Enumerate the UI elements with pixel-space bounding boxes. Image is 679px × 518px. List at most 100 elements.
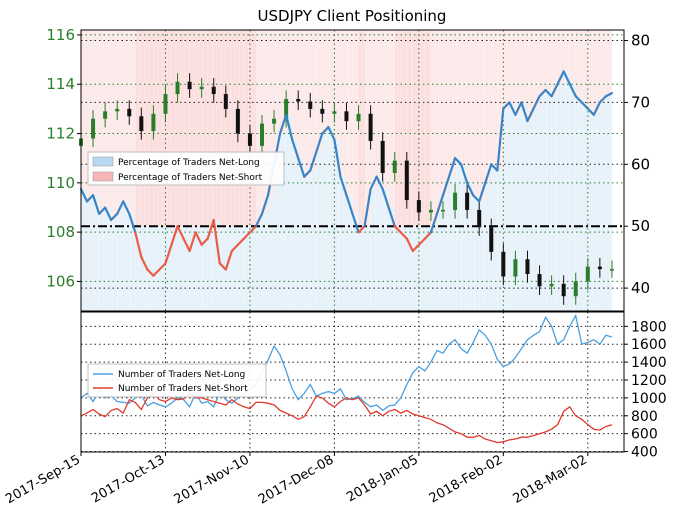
long-area-band <box>364 226 371 311</box>
long-area-band <box>201 226 208 311</box>
short-area-band <box>521 30 528 103</box>
long-area-band <box>581 102 588 312</box>
short-area-band <box>219 30 226 227</box>
pct-long-segment <box>164 243 173 265</box>
pct-long-segment <box>351 212 360 234</box>
long-area-band <box>557 83 564 311</box>
top-legend-swatch <box>92 156 114 167</box>
long-area-band <box>551 96 558 312</box>
candle-body <box>332 111 337 114</box>
candle-body <box>513 259 518 277</box>
long-area-band <box>262 213 269 311</box>
long-area-band <box>237 226 244 311</box>
pct-long-segment <box>104 206 113 222</box>
pct-long-segment <box>441 175 451 197</box>
long-area-band <box>575 96 582 312</box>
pct-long-segment <box>224 249 233 271</box>
pct-long-segment <box>188 231 197 253</box>
candle-body <box>549 283 554 287</box>
pct-long-segment <box>520 101 529 123</box>
short-area-band <box>81 30 88 190</box>
pct-long-segment <box>405 237 414 253</box>
short-area-band <box>436 30 443 214</box>
long-area-band <box>81 189 88 311</box>
pct-long-segment <box>502 101 511 110</box>
long-area-band <box>599 102 606 312</box>
candle-body <box>465 192 470 210</box>
long-area-band <box>352 213 359 311</box>
short-area-band <box>491 30 498 165</box>
pct-long-segment <box>544 88 553 98</box>
short-area-band <box>255 30 262 227</box>
long-area-band <box>316 151 323 311</box>
short-area-band <box>298 30 305 159</box>
long-area-band <box>274 164 281 311</box>
long-area-band <box>527 120 534 311</box>
long-area-band <box>328 127 335 311</box>
long-area-band <box>533 108 540 311</box>
bottom-axis-tick-label: 1400 <box>631 355 667 371</box>
pct-long-segment <box>514 101 523 116</box>
bottom-legend-box <box>87 363 267 398</box>
long-area-band <box>141 226 148 311</box>
short-area-band <box>159 30 166 227</box>
candle-body <box>139 116 144 132</box>
pct-long-segment <box>158 262 167 271</box>
pct-long-segment <box>79 187 89 203</box>
pct-long-segment <box>496 107 505 172</box>
short-area-band <box>509 30 516 103</box>
long-area-band <box>394 226 401 311</box>
bottom-axis-tick-label: 1600 <box>631 337 667 353</box>
long-area-band <box>183 226 190 311</box>
pct-long-segment <box>460 163 469 184</box>
short-area-band <box>135 30 142 227</box>
long_count-line <box>80 313 613 412</box>
long-area-band <box>298 158 305 311</box>
short-area-band <box>533 30 540 109</box>
pct-long-segment <box>254 212 264 228</box>
long-area-band <box>400 226 407 311</box>
pct-long-segment <box>140 256 149 271</box>
pct-long-segment <box>260 194 270 215</box>
short-area-band <box>575 30 582 97</box>
short-area-band <box>485 30 492 183</box>
candle-body <box>368 113 373 141</box>
short-area-band <box>304 30 311 177</box>
pct-long-segment <box>568 82 577 98</box>
short-area-band <box>593 30 600 115</box>
candle-body <box>223 94 228 109</box>
pct-long-segment <box>604 92 614 98</box>
candle-body <box>441 209 445 212</box>
short-area-band <box>280 30 287 134</box>
long-area-band <box>171 226 178 311</box>
pct-long-segment <box>363 187 372 228</box>
pct-long-segment <box>97 206 107 215</box>
long-area-band <box>231 226 238 311</box>
short-area-band <box>147 30 154 227</box>
pct-long-segment <box>200 237 209 246</box>
candle-body <box>199 86 204 90</box>
bottom-axis-tick-label: 400 <box>631 445 658 461</box>
pct-long-segment <box>152 268 161 277</box>
short-area-band <box>557 30 564 84</box>
pct-long-segment <box>357 225 366 234</box>
short-area-band <box>310 30 317 171</box>
pct-long-segment <box>242 231 252 240</box>
pct-long-segment <box>116 200 125 215</box>
long-area-band <box>491 164 498 311</box>
candle-body <box>537 274 542 287</box>
pct-long-segment <box>91 194 101 215</box>
long-area-band <box>497 170 504 311</box>
short-area-band <box>225 30 232 227</box>
long-area-band <box>587 108 594 311</box>
candle-body <box>272 118 277 124</box>
long-area-band <box>177 226 184 311</box>
long-area-band <box>255 226 262 311</box>
long-area-band <box>358 226 365 311</box>
pct-long-segment <box>417 237 426 246</box>
candle-body <box>151 113 156 132</box>
bottom-legend-label: Number of Traders Net-Long <box>118 370 245 380</box>
short-area-band <box>207 30 214 227</box>
pct-long-segment <box>574 95 583 104</box>
short-area-band <box>424 30 431 227</box>
